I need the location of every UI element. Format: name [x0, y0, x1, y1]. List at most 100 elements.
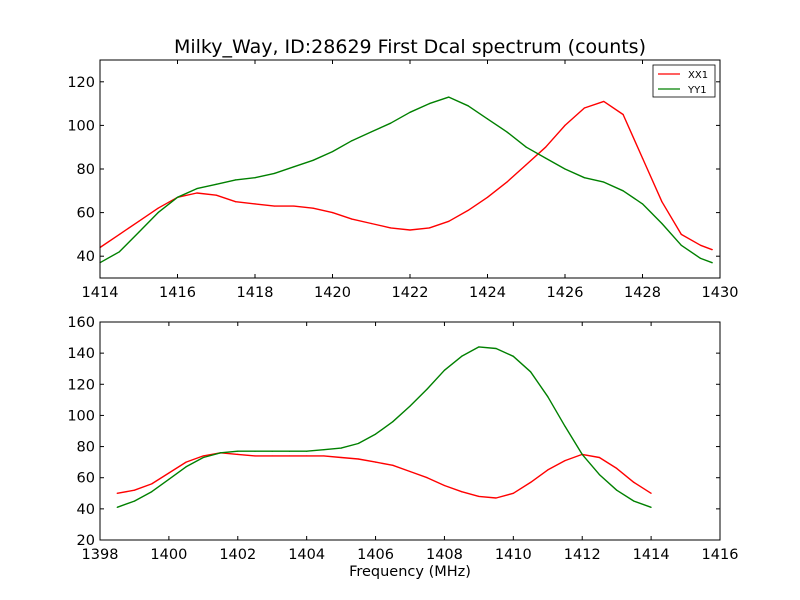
- top-data-point-xx1: [235, 201, 237, 203]
- bottom-data-point-red: [598, 456, 601, 459]
- bottom-data-point-green: [116, 506, 118, 508]
- bottom-data-point-red: [409, 470, 411, 473]
- bottom-data-point-red: [461, 491, 463, 493]
- top-y-tick-label: 100: [67, 118, 95, 134]
- top-data-point-yy1: [157, 212, 159, 214]
- top-data-point-xx1: [390, 227, 392, 229]
- bottom-data-point-green: [219, 452, 222, 454]
- bottom-data-point-green: [392, 421, 394, 423]
- bottom-data-point-green: [323, 449, 325, 451]
- top-data-point-yy1: [215, 183, 217, 185]
- bottom-y-tick-label: 160: [67, 315, 95, 331]
- bottom-data-point-red: [133, 489, 136, 491]
- legend: XX1 YY1: [652, 64, 716, 98]
- top-data-point-xx1: [467, 209, 469, 212]
- top-data-point-yy1: [390, 122, 392, 124]
- top-data-point-xx1: [564, 124, 566, 126]
- bottom-y-tick-label: 20: [77, 533, 95, 549]
- top-data-point-xx1: [622, 113, 624, 116]
- top-y-tick-label: 40: [77, 249, 95, 265]
- bottom-data-point-green: [357, 442, 359, 445]
- bottom-data-point-green: [461, 355, 463, 357]
- bottom-data-point-green: [650, 506, 652, 508]
- top-data-point-yy1: [428, 103, 430, 105]
- chart-title: Milky_Way, ID:28629 First Dcal spectrum …: [174, 36, 646, 58]
- top-panel: 1414 1416 1418 1420 1422 1424 1426 1428 1430 40 6…: [67, 59, 738, 301]
- bottom-data-point-red: [357, 458, 359, 460]
- bottom-data-point-red: [512, 492, 514, 494]
- bottom-data-point-red: [392, 464, 394, 466]
- bottom-x-tick-label: 1398: [82, 547, 119, 563]
- bottom-series-group: [116, 346, 652, 508]
- top-data-point-xx1: [157, 207, 159, 209]
- top-y-tick-label: 120: [67, 75, 95, 91]
- top-data-point-yy1: [661, 222, 663, 225]
- bottom-data-point-red: [237, 453, 239, 455]
- bottom-data-point-green: [168, 478, 170, 480]
- bottom-y-tick-label: 60: [77, 471, 95, 487]
- top-data-point-yy1: [370, 131, 372, 133]
- top-data-point-xx1: [711, 249, 713, 251]
- bottom-data-point-red: [271, 455, 273, 457]
- top-data-point-xx1: [428, 227, 430, 229]
- bottom-data-point-green: [254, 450, 256, 452]
- top-x-ticks: 1414 1416 1418 1420 1422 1424 1426 1428 1430: [82, 60, 738, 301]
- top-data-point-yy1: [700, 257, 702, 259]
- bottom-data-point-red: [323, 455, 325, 457]
- bottom-data-point-red: [168, 472, 170, 474]
- bottom-data-point-green: [547, 396, 549, 398]
- top-data-point-yy1: [448, 96, 450, 98]
- top-data-point-yy1: [680, 244, 682, 246]
- top-data-point-yy1: [603, 181, 605, 183]
- top-data-point-xx1: [409, 229, 411, 231]
- bottom-data-point-red: [202, 455, 204, 457]
- top-data-point-xx1: [138, 220, 140, 222]
- bottom-data-point-green: [495, 347, 497, 350]
- bottom-data-point-green: [564, 425, 566, 427]
- bottom-data-point-red: [185, 461, 187, 463]
- bottom-data-point-green: [426, 388, 428, 390]
- top-data-point-yy1: [273, 172, 275, 174]
- top-data-point-yy1: [506, 131, 508, 133]
- top-data-point-yy1: [545, 157, 547, 159]
- top-data-point-xx1: [118, 233, 120, 235]
- top-data-point-yy1: [118, 251, 120, 253]
- top-data-point-yy1: [351, 140, 353, 142]
- bottom-data-point-red: [633, 481, 635, 483]
- bottom-x-tick-label: 1400: [150, 547, 187, 563]
- top-data-point-xx1: [583, 107, 585, 109]
- bottom-data-point-green: [374, 433, 377, 435]
- bottom-y-tick-label: 80: [77, 440, 95, 456]
- top-data-point-xx1: [254, 203, 256, 205]
- top-data-point-xx1: [370, 222, 372, 225]
- top-data-point-yy1: [293, 166, 295, 168]
- bottom-data-point-green: [598, 474, 601, 476]
- top-data-point-yy1: [711, 262, 713, 264]
- top-data-point-xx1: [700, 244, 702, 246]
- bottom-data-point-green: [237, 450, 239, 452]
- top-data-point-yy1: [331, 150, 334, 153]
- bottom-data-point-green: [306, 450, 308, 452]
- bottom-data-point-green: [271, 450, 273, 452]
- bottom-data-point-green: [340, 447, 342, 449]
- top-data-point-xx1: [641, 157, 644, 159]
- top-data-point-yy1: [622, 190, 624, 192]
- top-data-point-xx1: [448, 220, 450, 222]
- top-data-point-xx1: [545, 146, 547, 148]
- bottom-data-point-red: [374, 461, 377, 463]
- bottom-data-point-red: [529, 481, 532, 483]
- bottom-data-point-green: [409, 405, 411, 407]
- top-data-point-yy1: [564, 168, 566, 170]
- top-data-point-xx1: [273, 205, 275, 207]
- top-x-tick-label: 1426: [547, 285, 584, 301]
- bottom-data-point-red: [495, 497, 497, 499]
- top-x-tick-label: 1418: [237, 285, 274, 301]
- top-data-point-xx1: [680, 233, 682, 235]
- bottom-data-point-green: [529, 371, 532, 373]
- top-x-tick-label: 1420: [314, 285, 351, 301]
- top-data-point-yy1: [583, 177, 585, 179]
- bottom-x-tick-label: 1410: [495, 547, 532, 563]
- bottom-data-point-green: [512, 355, 514, 357]
- top-y-ticks: 40 60 80 100 120: [67, 75, 720, 265]
